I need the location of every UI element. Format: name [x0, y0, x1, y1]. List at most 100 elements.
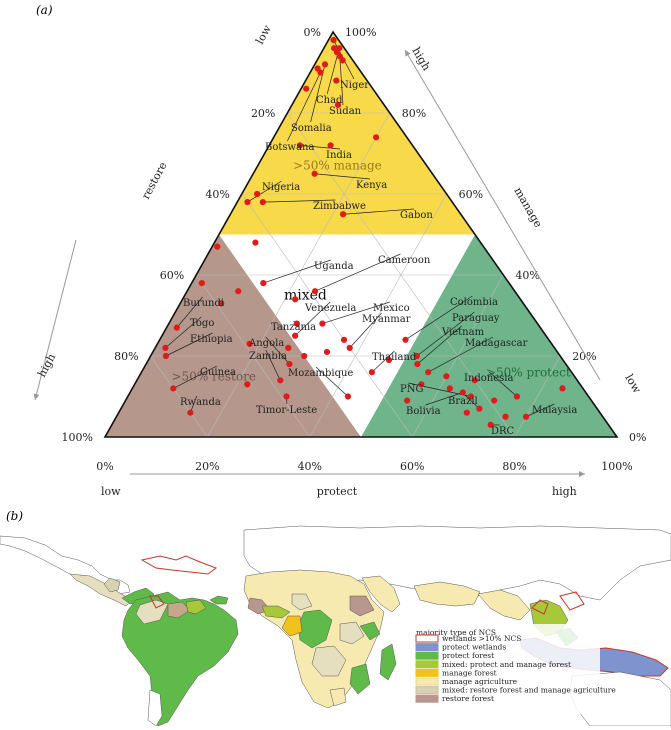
data-point — [292, 296, 298, 302]
data-point — [286, 361, 292, 367]
ternary-plot: >50% manage >50% restore >50% protect mi… — [35, 23, 646, 498]
data-point — [447, 385, 453, 391]
map-legend: majority type of NCS wetlands >10% NCSpr… — [410, 624, 616, 714]
data-point — [254, 191, 260, 197]
left-tick-label: 80% — [114, 350, 138, 363]
legend-swatch — [416, 678, 438, 685]
country-label: Malaysia — [532, 405, 577, 416]
data-point — [336, 45, 342, 51]
country-label: Colombia — [450, 297, 498, 308]
bottom-tick-label: 100% — [601, 460, 632, 473]
data-point — [514, 393, 520, 399]
data-point — [312, 288, 318, 294]
data-point — [303, 86, 309, 92]
data-point — [163, 353, 169, 359]
right-tick-label: 80% — [402, 107, 426, 120]
data-point — [491, 397, 497, 403]
legend-swatch — [416, 695, 438, 702]
country-label: Myanmar — [362, 314, 411, 325]
bottom-axis-name: protect — [317, 485, 358, 498]
data-point — [460, 389, 466, 395]
left-axis-name: restore — [139, 160, 169, 202]
data-point — [199, 280, 205, 286]
panel-b-label: (b) — [6, 509, 23, 523]
data-point — [369, 369, 375, 375]
data-point — [252, 240, 258, 246]
data-point — [244, 199, 250, 205]
country-label: Mexico — [373, 303, 410, 314]
data-point — [402, 337, 408, 343]
left-tick-label: 100% — [62, 431, 93, 444]
data-point — [373, 134, 379, 140]
data-point — [559, 385, 565, 391]
country-label: Zambia — [249, 351, 287, 362]
legend-swatch — [416, 652, 438, 659]
country-label: Tanzania — [271, 322, 316, 333]
country-label: Zimbabwe — [313, 201, 366, 212]
data-point — [328, 142, 334, 148]
country-label: Togo — [190, 318, 214, 329]
right-tick-label: 40% — [515, 269, 539, 282]
country-label: Kenya — [356, 180, 387, 191]
data-point — [404, 397, 410, 403]
data-point — [235, 288, 241, 294]
data-point — [292, 333, 298, 339]
data-point — [187, 410, 193, 416]
data-point — [324, 349, 330, 355]
country-label: Nigeria — [262, 182, 300, 193]
data-point — [260, 199, 266, 205]
bottom-tick-label: 60% — [400, 460, 424, 473]
country-label: Madagascar — [465, 338, 528, 349]
country-label: Sudan — [329, 106, 362, 117]
panel-a-label: (a) — [36, 3, 53, 17]
bottom-axis-high: high — [552, 485, 577, 498]
data-point — [322, 61, 328, 67]
data-point — [341, 337, 347, 343]
bottom-tick-label: 20% — [195, 460, 219, 473]
country-label: Indonesia — [464, 373, 514, 384]
zone-label-mixed: mixed — [284, 287, 327, 303]
right-tick-label: 0% — [629, 431, 646, 444]
country-label: Burundi — [183, 298, 224, 309]
country-label: India — [326, 150, 352, 161]
legend-swatch — [416, 669, 438, 676]
data-point — [330, 37, 336, 43]
country-label: Thailand — [372, 352, 417, 363]
left-tick-label: 20% — [251, 107, 275, 120]
data-point — [244, 381, 250, 387]
legend-label: restore forest — [442, 694, 494, 703]
data-point — [425, 369, 431, 375]
country-label: Vietnam — [441, 327, 485, 338]
data-point — [260, 280, 266, 286]
data-point — [333, 78, 339, 84]
country-label: Brazil — [448, 396, 478, 407]
left-axis-low: low — [253, 23, 274, 47]
country-label: Guinea — [200, 367, 236, 378]
data-point — [301, 353, 307, 359]
left-tick-label: 40% — [205, 188, 229, 201]
world-map: majority type of NCS wetlands >10% NCSpr… — [0, 526, 671, 726]
data-point — [283, 393, 289, 399]
left-tick-label: 0% — [304, 26, 321, 39]
data-point — [502, 414, 508, 420]
data-point — [443, 373, 449, 379]
data-point — [312, 171, 318, 177]
data-point — [319, 321, 325, 327]
country-label: Bolivia — [406, 406, 441, 417]
country-label: Ethiopia — [190, 334, 233, 345]
data-point — [347, 345, 353, 351]
right-axis-low: low — [622, 372, 643, 396]
bottom-tick-label: 40% — [298, 460, 322, 473]
country-label: Angola — [248, 338, 284, 349]
legend-swatch — [416, 661, 438, 668]
data-point — [174, 325, 180, 331]
left-axis-high: high — [35, 351, 58, 379]
data-point — [170, 385, 176, 391]
legend-swatch — [416, 644, 438, 651]
data-point — [162, 345, 168, 351]
country-label: Rwanda — [180, 397, 221, 408]
data-point — [345, 393, 351, 399]
country-label: Somalia — [291, 123, 332, 134]
